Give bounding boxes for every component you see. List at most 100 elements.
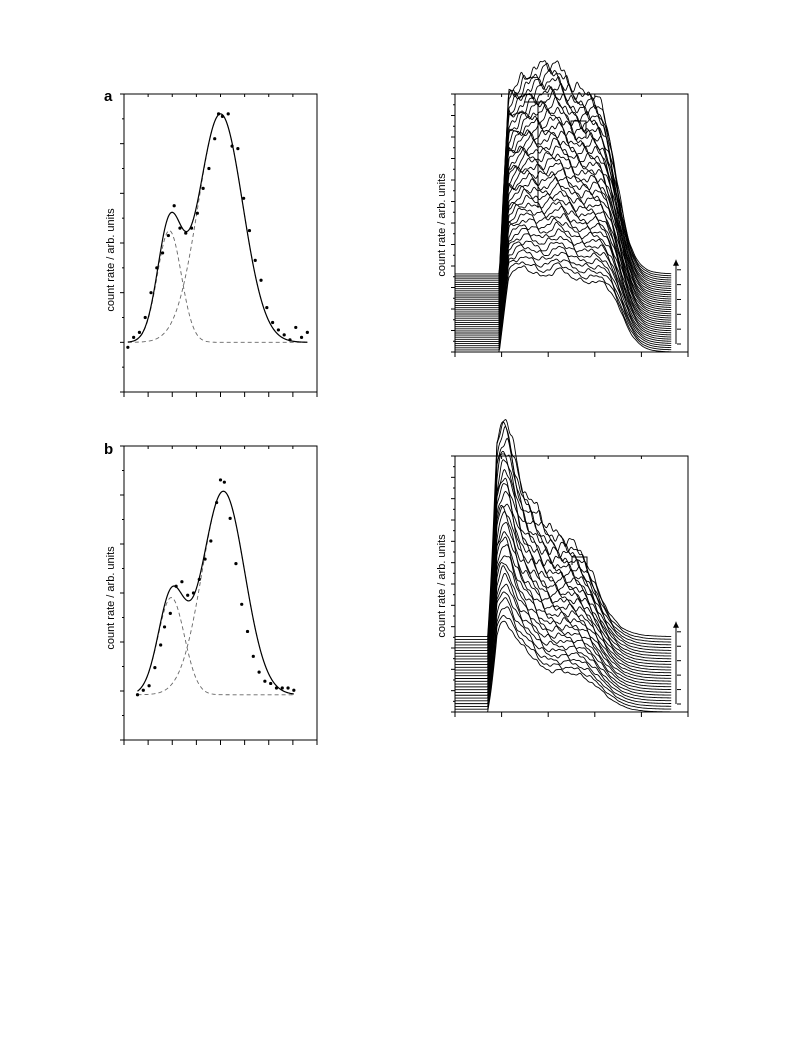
- trace-2: [455, 261, 672, 351]
- data-point: [180, 580, 184, 584]
- up-arrow-head: [673, 259, 679, 266]
- data-point: [288, 338, 292, 342]
- trace-6: [455, 240, 672, 342]
- fit-total: [127, 113, 308, 343]
- data-point: [161, 251, 165, 255]
- trace-3: [455, 256, 672, 349]
- data-point: [209, 539, 213, 543]
- data-point: [234, 562, 238, 566]
- data-point: [174, 584, 178, 588]
- trace-28: [455, 116, 672, 296]
- data-point: [186, 593, 190, 597]
- trace-34: [455, 83, 672, 283]
- data-point: [213, 137, 217, 141]
- data-point: [299, 335, 304, 339]
- trace-4: [455, 249, 672, 347]
- data-point: [263, 679, 267, 683]
- data-point: [218, 478, 223, 482]
- ylabel-b-left: count rate / arb. units: [105, 546, 117, 650]
- data-point: [195, 211, 199, 215]
- data-point: [153, 666, 157, 670]
- data-point: [230, 144, 234, 148]
- plot-a-right: [451, 60, 689, 357]
- data-point: [132, 335, 136, 339]
- data-point: [269, 681, 273, 686]
- trace-29: [455, 109, 672, 294]
- data-point: [305, 330, 309, 334]
- data-point: [207, 166, 211, 171]
- shoulder-bracket: [571, 556, 588, 573]
- trace-25: [455, 132, 672, 302]
- axes-frame: [123, 445, 318, 741]
- trace-5: [455, 591, 672, 702]
- data-point: [280, 686, 284, 690]
- trace-24: [455, 137, 672, 304]
- trace-27: [455, 421, 672, 640]
- data-point: [226, 112, 230, 116]
- data-point: [251, 654, 255, 658]
- data-point: [135, 693, 140, 697]
- fit-component-2: [137, 490, 294, 696]
- trace-14: [455, 194, 672, 326]
- trace-12: [455, 205, 672, 330]
- trace-20: [455, 477, 672, 660]
- trace-33: [455, 86, 672, 285]
- trace-9: [455, 221, 672, 336]
- trace-7: [455, 233, 672, 340]
- plot-b-left: [120, 445, 318, 745]
- trace-26: [455, 425, 672, 643]
- trace-5: [455, 244, 672, 345]
- trace-23: [455, 145, 672, 307]
- trace-11: [455, 212, 672, 332]
- ylabel-b-right: count rate / arb. units: [436, 534, 448, 638]
- trace-18: [455, 172, 672, 317]
- data-point: [137, 330, 142, 334]
- data-point: [222, 480, 226, 484]
- data-point: [159, 643, 163, 647]
- data-point: [242, 196, 246, 200]
- trace-22: [455, 151, 672, 309]
- data-point: [155, 266, 159, 270]
- trace-21: [455, 468, 672, 657]
- data-point: [282, 333, 286, 337]
- trace-28: [455, 418, 672, 638]
- data-point: [215, 500, 219, 505]
- trace-8: [455, 228, 672, 338]
- trace-15: [455, 188, 672, 323]
- data-point: [259, 278, 263, 282]
- panel-letter-b: b: [104, 441, 113, 458]
- trace-36: [455, 68, 672, 279]
- data-point: [149, 291, 153, 295]
- data-point: [274, 686, 279, 690]
- trace-37: [455, 62, 672, 277]
- trace-32: [455, 89, 672, 288]
- trace-1: [455, 265, 672, 353]
- data-point: [178, 226, 182, 230]
- data-point: [286, 686, 290, 690]
- trace-26: [455, 130, 672, 300]
- data-point: [228, 516, 232, 520]
- data-point: [191, 591, 196, 595]
- trace-10: [455, 217, 672, 334]
- panel-letter-a: a: [104, 88, 113, 105]
- data-point: [236, 147, 240, 151]
- plot-a-left: [120, 93, 318, 397]
- data-point: [276, 328, 280, 332]
- ylabel-a-right: count rate / arb. units: [436, 173, 448, 277]
- data-point: [168, 611, 172, 615]
- trace-30: [455, 103, 672, 292]
- fit-component-1: [127, 230, 308, 343]
- data-point: [271, 320, 275, 325]
- up-arrow-head: [673, 621, 679, 628]
- data-point: [197, 577, 201, 582]
- trace-35: [455, 75, 672, 281]
- trace-1: [455, 620, 672, 713]
- data-point: [172, 204, 176, 208]
- data-point: [220, 114, 225, 118]
- trace-22: [455, 459, 672, 654]
- data-point: [189, 226, 194, 230]
- fit-total: [137, 490, 294, 695]
- data-point: [245, 629, 250, 634]
- data-point: [253, 258, 257, 262]
